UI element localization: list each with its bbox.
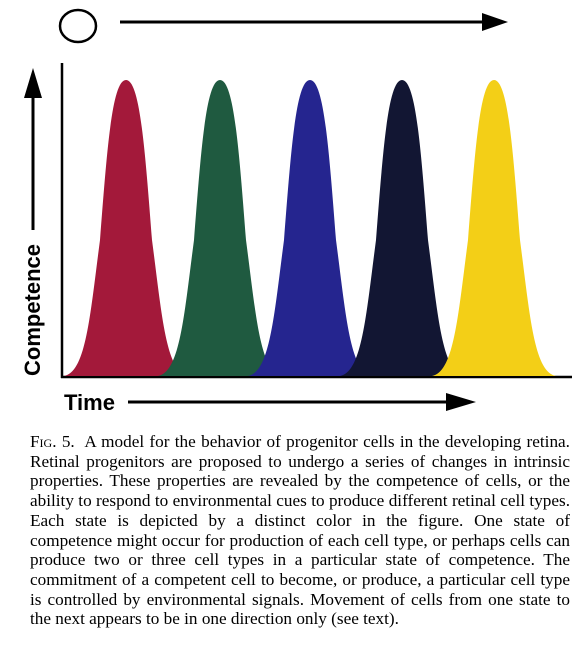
competence-state-peak-1	[64, 80, 188, 376]
competence-state-peak-2	[158, 80, 282, 376]
competence-figure: Competence Time	[20, 8, 572, 415]
competence-state-peak-4	[340, 80, 464, 376]
competence-state-peak-3	[248, 80, 372, 376]
x-axis-arrowhead	[446, 393, 476, 411]
caption-text: A model for the behavior of progenitor c…	[30, 432, 570, 629]
figure-caption: Fig. 5. A model for the behavior of prog…	[30, 432, 570, 629]
y-axis-label: Competence	[20, 244, 45, 376]
competence-peaks	[64, 80, 556, 376]
x-axis-label: Time	[64, 390, 115, 415]
competence-state-peak-5	[432, 80, 556, 376]
top-time-arrowhead	[482, 13, 508, 31]
caption-label: Fig. 5.	[30, 432, 75, 451]
top-circle-symbol	[58, 8, 98, 44]
y-axis-arrowhead	[24, 68, 42, 98]
